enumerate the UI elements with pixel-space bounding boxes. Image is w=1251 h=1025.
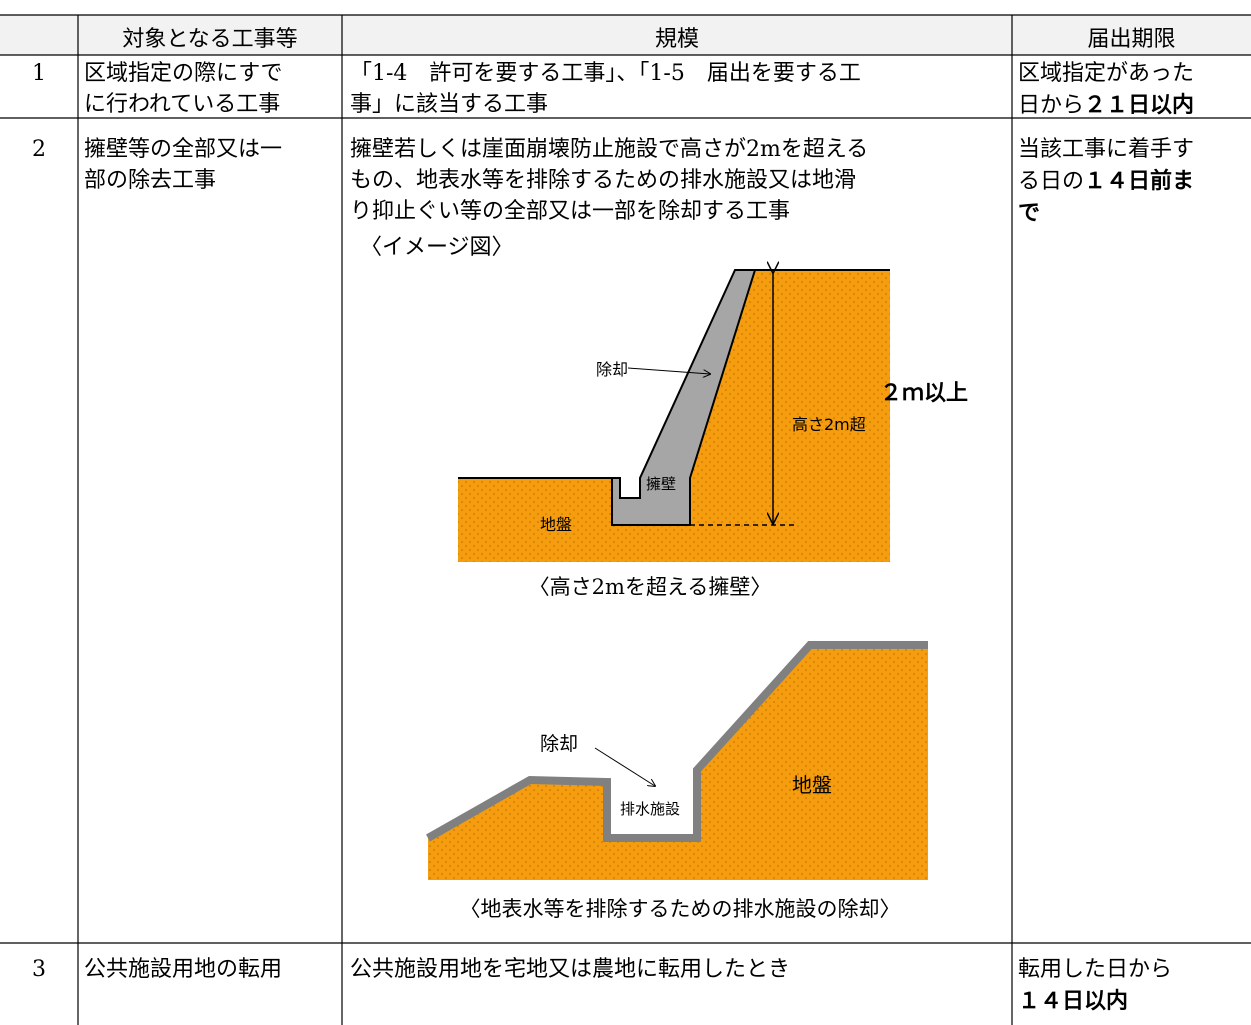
scale-line: 擁壁若しくは崖面崩壊防止施設で高さが2mを超える <box>350 137 869 162</box>
fig2-caption: 〈地表水等を排除するための排水施設の除却〉 <box>460 897 901 921</box>
header-cell: 届出期限 <box>1087 27 1176 52</box>
scale-line: 「1-4 許可を要する工事」、「1-5 届出を要する工 <box>350 61 861 86</box>
target-line: 部の除去工事 <box>84 168 217 193</box>
fig1-height: 高さ2m超 <box>792 415 866 434</box>
fig1-height-note: ２ｍ以上 <box>880 381 968 406</box>
deadline-text: 転用した日から <box>1018 957 1173 982</box>
row-number: 1 <box>32 61 46 86</box>
target-line: に行われている工事 <box>84 92 281 117</box>
fig2-drain: 排水施設 <box>620 800 680 818</box>
scale-line: 〈イメージ図〉 <box>360 235 514 260</box>
row-number: 2 <box>32 137 46 162</box>
deadline-line: 区域指定があった <box>1018 58 1194 89</box>
fig1-ground: 地盤 <box>540 515 572 534</box>
scale-line: り抑止ぐい等の全部又は一部を除却する工事 <box>350 199 791 224</box>
header-cell: 対象となる工事等 <box>122 27 298 52</box>
deadline-line: 転用した日から <box>1018 954 1172 985</box>
deadline-line: １４日以内 <box>1018 986 1128 1017</box>
row-number: 3 <box>32 957 46 982</box>
header-cell: 規模 <box>654 27 699 52</box>
fig2-removal: 除却 <box>540 733 578 755</box>
scale-line: 事」に該当する工事 <box>350 92 549 117</box>
deadline-line: 日から２１日以内 <box>1018 90 1194 121</box>
deadline-text: る日の <box>1018 169 1085 194</box>
target-line: 区域指定の際にすで <box>84 61 283 86</box>
deadline-text: 日から <box>1018 93 1085 118</box>
deadline-text: で <box>1018 201 1041 226</box>
deadline-text: １４日前ま <box>1084 169 1195 194</box>
deadline-text: ２１日以内 <box>1084 93 1195 118</box>
target-line: 擁壁等の全部又は一 <box>84 137 283 162</box>
scale-line: もの、地表水等を排除するための排水施設又は地滑 <box>350 168 857 193</box>
fig1-wall: 擁壁 <box>646 475 676 493</box>
deadline-text: 当該工事に着手す <box>1018 137 1195 162</box>
scale-line: 公共施設用地を宅地又は農地に転用したとき <box>350 957 791 982</box>
fig2-ground: 地盤 <box>792 773 832 797</box>
deadline-line: 当該工事に着手す <box>1018 134 1194 165</box>
target-line: 公共施設用地の転用 <box>84 957 283 982</box>
deadline-line: る日の１４日前ま <box>1018 166 1194 197</box>
fig1-caption: 〈高さ2mを超える擁壁〉 <box>529 575 772 599</box>
deadline-text: １４日以内 <box>1018 989 1129 1014</box>
deadline-text: 区域指定があった <box>1018 61 1195 86</box>
deadline-line: で <box>1018 198 1040 229</box>
fig1-removal: 除却 <box>596 360 628 379</box>
